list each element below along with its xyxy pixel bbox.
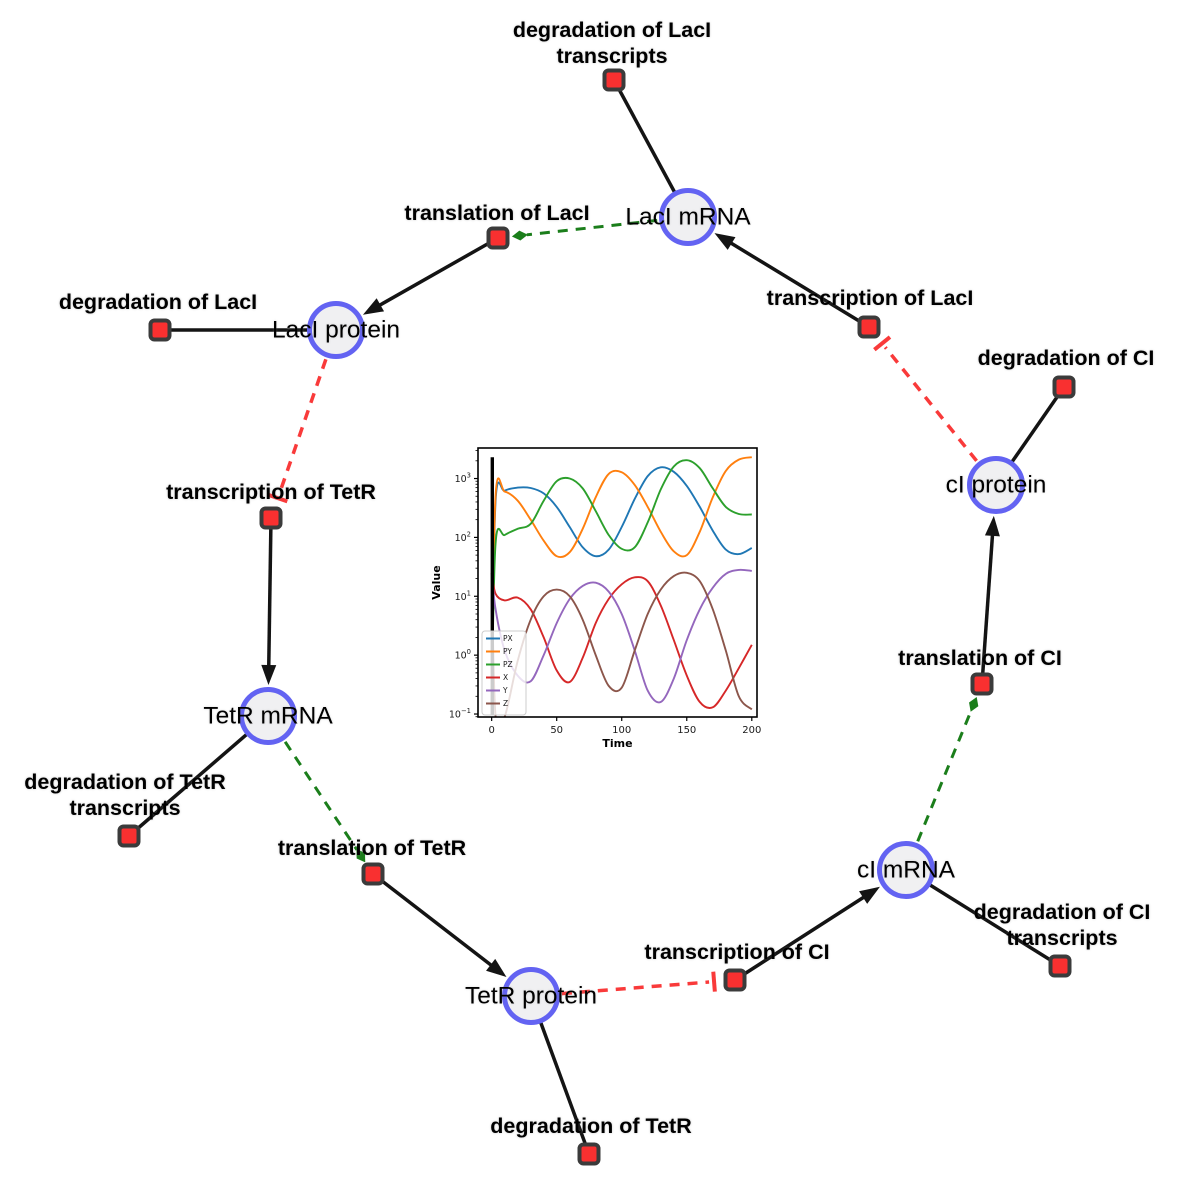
reaction-label-transcription-ci: transcription of CI — [644, 940, 830, 964]
y-tick-label: 103 — [455, 472, 471, 486]
reaction-label-deg-ci-transcripts: degradation of CI transcripts — [973, 900, 1151, 950]
plot-frame — [477, 447, 758, 718]
species-label-ci-mrna: cI mRNA — [857, 856, 955, 884]
edge-translation-tetr-to-tetr-protein — [371, 872, 507, 978]
reaction-label-deg-tetr: degradation of TetR — [490, 1114, 692, 1138]
species-label-laci-mrna: LacI mRNA — [625, 203, 751, 231]
species-label-laci-protein: LacI protein — [271, 316, 401, 344]
diamond-arrowhead-icon — [356, 849, 366, 863]
inhibitor-tbar-icon — [267, 492, 288, 504]
reaction-node-deg-tetr-transcripts[interactable] — [117, 824, 141, 848]
arrowhead-icon — [261, 664, 277, 686]
edge-laci-mrna-to-translation-laci — [511, 218, 658, 241]
reaction-node-translation-laci[interactable] — [486, 226, 510, 250]
x-tick-label: 0 — [488, 725, 494, 736]
series-line-X — [490, 572, 753, 709]
x-tick-label: 100 — [612, 725, 631, 736]
series-line-Y — [490, 568, 752, 704]
reaction-node-transcription-tetr[interactable] — [259, 506, 283, 530]
reaction-label-deg-laci: degradation of LacI — [58, 290, 258, 314]
species-node-tetr-protein[interactable] — [502, 967, 560, 1025]
arrowhead-icon — [984, 515, 1000, 537]
reaction-label-translation-ci: translation of CI — [898, 646, 1062, 670]
reaction-label-deg-ci: degradation of CI — [977, 346, 1155, 370]
reaction-label-transcription-tetr: transcription of TetR — [166, 480, 376, 504]
y-tick-label: 100 — [455, 648, 471, 662]
edge-tetr-mrna-to-deg-tetr-transcripts — [127, 714, 270, 838]
simulation-plot: 10−1 100 101 102 103 0 50 100 150 200 Time Value PX P… — [428, 432, 772, 764]
series-line-PZ — [490, 459, 752, 704]
reaction-label-deg-laci-transcripts: degradation of LacI transcripts — [512, 18, 712, 68]
edge-laci-protein-to-transcription-tetr — [267, 358, 328, 504]
reaction-label-translation-tetr: translation of TetR — [277, 836, 467, 860]
y-tick-label: 10−1 — [449, 707, 471, 721]
diamond-arrowhead-icon — [511, 230, 528, 241]
x-tick-label: 200 — [742, 725, 761, 736]
reaction-label-transcription-laci: transcription of LacI — [766, 286, 974, 310]
y-axis-label: Value — [430, 565, 443, 599]
edge-transcription-laci-to-laci-mrna — [714, 233, 870, 329]
reaction-label-deg-tetr-transcripts: degradation of TetR transcripts — [24, 770, 226, 820]
edge-transcription-ci-to-ci-mrna — [734, 886, 880, 982]
legend-label-Y: Y — [502, 686, 508, 695]
reaction-node-transcription-laci[interactable] — [857, 315, 881, 339]
edge-ci-protein-to-transcription-laci — [873, 335, 978, 462]
edge-transcription-tetr-to-tetr-mrna — [261, 517, 277, 686]
reaction-node-deg-laci-transcripts[interactable] — [602, 68, 626, 92]
x-tick-label: 150 — [677, 725, 696, 736]
arrowhead-icon — [362, 298, 385, 315]
legend-label-Z: Z — [503, 699, 508, 708]
x-tick-label: 50 — [550, 725, 563, 736]
species-label-tetr-protein: TetR protein — [464, 982, 598, 1010]
legend-label-PZ: PZ — [503, 660, 513, 669]
diamond-arrowhead-icon — [969, 696, 979, 712]
reaction-node-translation-tetr[interactable] — [361, 862, 385, 886]
species-node-ci-mrna[interactable] — [877, 841, 935, 899]
species-node-ci-protein[interactable] — [967, 456, 1025, 514]
species-node-tetr-mrna[interactable] — [239, 687, 297, 745]
species-label-tetr-mrna: TetR mRNA — [203, 702, 333, 730]
edge-translation-ci-to-ci-protein — [980, 515, 1000, 685]
reaction-node-translation-ci[interactable] — [970, 672, 994, 696]
plot-legend: PX PY PZ XYZ — [481, 630, 527, 716]
y-tick-label: 101 — [455, 589, 471, 603]
reaction-node-deg-ci-transcripts[interactable] — [1048, 954, 1072, 978]
edge-ci-mrna-to-deg-ci-transcripts — [905, 868, 1061, 968]
arrowhead-icon — [714, 233, 736, 250]
legend-label-X: X — [503, 673, 508, 682]
x-axis-label: Time — [602, 737, 632, 750]
edge-tetr-protein-to-transcription-ci — [561, 971, 717, 996]
reaction-node-transcription-ci[interactable] — [723, 968, 747, 992]
species-label-ci-protein: cI protein — [945, 471, 1047, 499]
edge-ci-mrna-to-translation-ci — [916, 696, 979, 842]
edge-tetr-mrna-to-translation-tetr — [283, 740, 366, 863]
series-line-PY — [490, 456, 752, 704]
series-line-PX — [490, 466, 753, 704]
plot-series — [490, 456, 753, 717]
reaction-node-deg-tetr[interactable] — [577, 1142, 601, 1166]
y-tick-label: 102 — [455, 530, 471, 544]
legend-label-PX: PX — [503, 634, 513, 643]
arrowhead-icon — [486, 958, 507, 978]
species-node-laci-mrna[interactable] — [659, 188, 717, 246]
inhibitor-tbar-icon — [873, 335, 892, 352]
reaction-node-deg-laci[interactable] — [148, 318, 172, 342]
reaction-node-deg-ci[interactable] — [1052, 375, 1076, 399]
edge-translation-laci-to-laci-protein — [362, 236, 499, 315]
inhibitor-tbar-icon — [711, 971, 717, 992]
reaction-label-translation-laci: translation of LacI — [404, 201, 590, 225]
legend-label-PY: PY — [503, 647, 512, 656]
series-line-Z — [490, 571, 753, 717]
arrowhead-icon — [859, 886, 880, 904]
species-node-laci-protein[interactable] — [307, 301, 365, 359]
